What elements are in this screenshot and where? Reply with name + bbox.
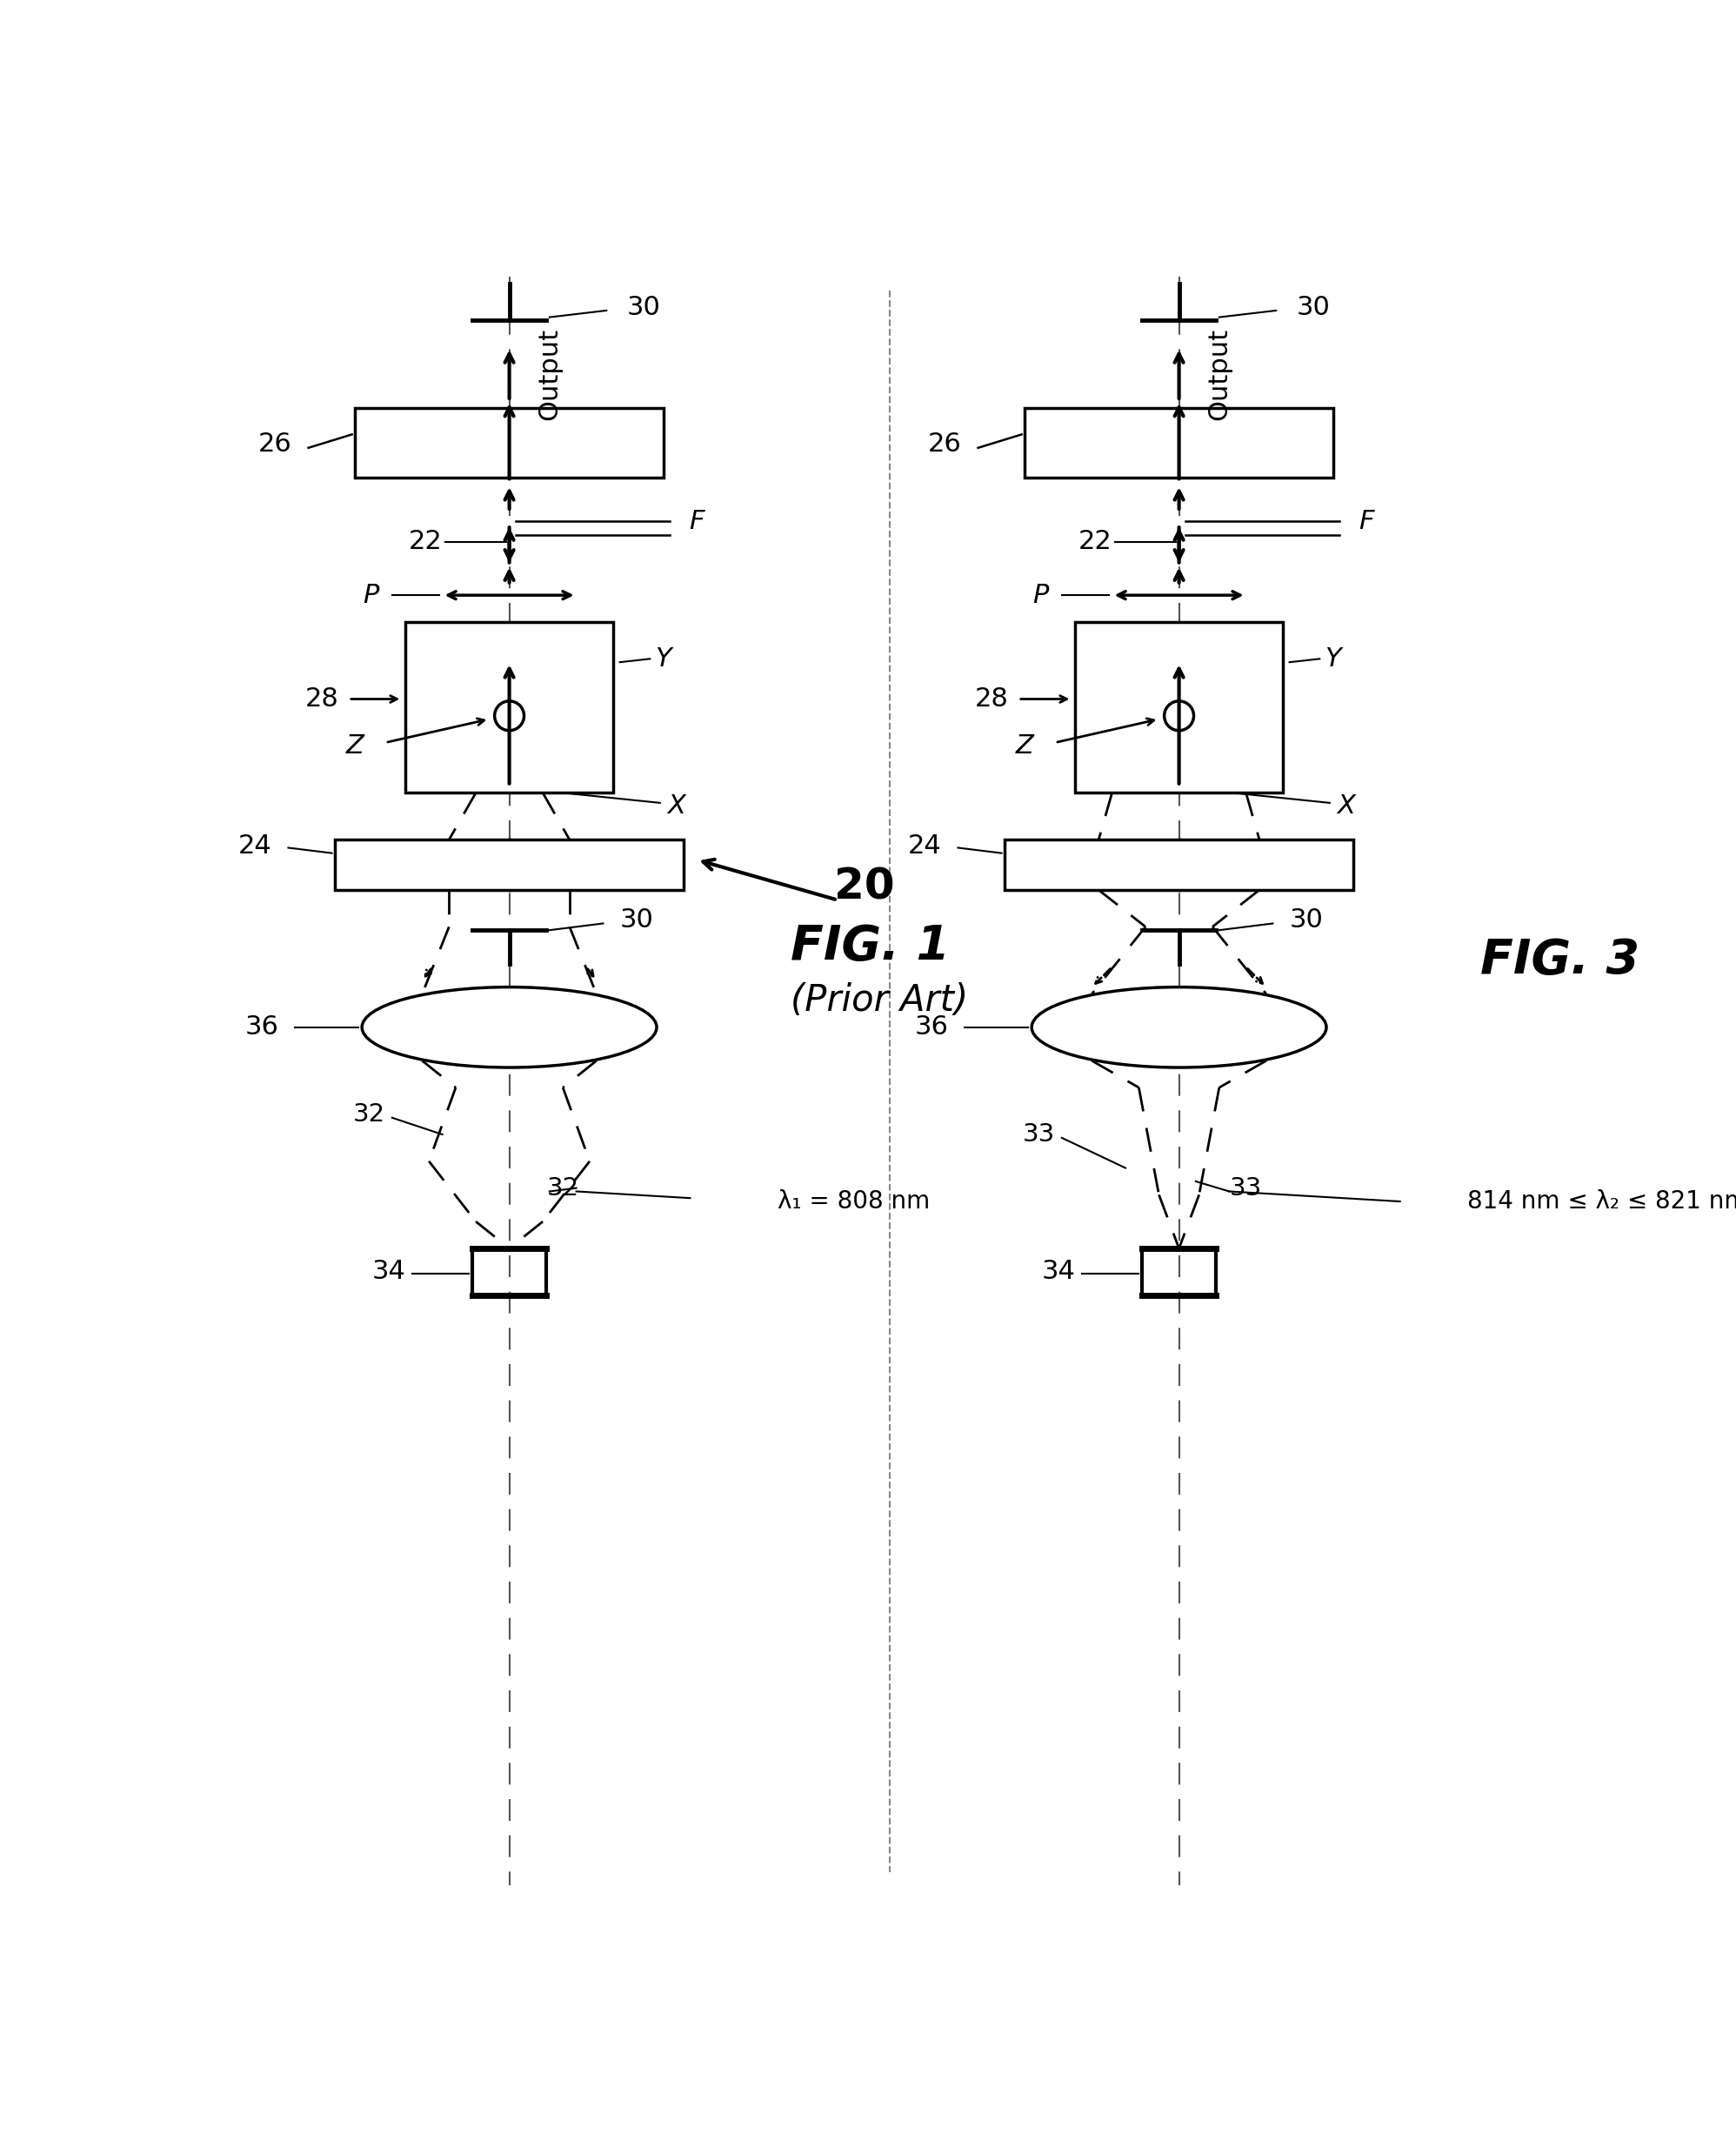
- Bar: [1024, 407, 1333, 477]
- Bar: [1075, 623, 1283, 792]
- Text: FIG. 1: FIG. 1: [790, 923, 950, 970]
- Text: 30: 30: [1290, 908, 1323, 933]
- Text: F: F: [1359, 510, 1375, 533]
- Text: 36: 36: [915, 1015, 948, 1041]
- Text: Output: Output: [1207, 328, 1233, 420]
- Text: 26: 26: [927, 432, 962, 456]
- Text: Z: Z: [1016, 734, 1035, 758]
- Bar: [356, 407, 663, 477]
- Text: Y: Y: [1325, 647, 1342, 672]
- Text: 34: 34: [372, 1259, 406, 1285]
- Text: P: P: [363, 582, 378, 608]
- Text: X: X: [1337, 794, 1356, 818]
- Text: Y: Y: [654, 647, 672, 672]
- Text: 33: 33: [1023, 1122, 1054, 1148]
- Text: P: P: [1033, 582, 1049, 608]
- Bar: [1005, 839, 1352, 891]
- Text: λ₁ = 808 nm: λ₁ = 808 nm: [778, 1188, 929, 1214]
- Text: 32: 32: [547, 1175, 580, 1201]
- Text: 814 nm ≤ λ₂ ≤ 821 nm: 814 nm ≤ λ₂ ≤ 821 nm: [1467, 1188, 1736, 1214]
- Text: 30: 30: [1297, 295, 1330, 319]
- Text: 24: 24: [908, 833, 941, 859]
- Ellipse shape: [363, 987, 656, 1068]
- Text: F: F: [689, 510, 705, 533]
- Text: 20: 20: [833, 865, 894, 908]
- Text: 26: 26: [259, 432, 292, 456]
- Text: 32: 32: [352, 1103, 385, 1126]
- Bar: [335, 839, 684, 891]
- Text: 28: 28: [974, 687, 1009, 711]
- Text: Output: Output: [536, 328, 562, 420]
- Text: FIG. 3: FIG. 3: [1481, 938, 1639, 983]
- Text: (Prior Art): (Prior Art): [790, 983, 969, 1019]
- Text: Z: Z: [345, 734, 365, 758]
- Text: 24: 24: [238, 833, 271, 859]
- Text: 30: 30: [620, 908, 653, 933]
- Text: X: X: [668, 794, 686, 818]
- Text: 33: 33: [1229, 1175, 1262, 1201]
- Ellipse shape: [1031, 987, 1326, 1068]
- Text: 36: 36: [245, 1015, 278, 1041]
- Text: 30: 30: [627, 295, 660, 319]
- Text: 28: 28: [306, 687, 339, 711]
- Text: 34: 34: [1042, 1259, 1075, 1285]
- Text: 22: 22: [408, 529, 443, 555]
- Text: 22: 22: [1078, 529, 1113, 555]
- Bar: [406, 623, 613, 792]
